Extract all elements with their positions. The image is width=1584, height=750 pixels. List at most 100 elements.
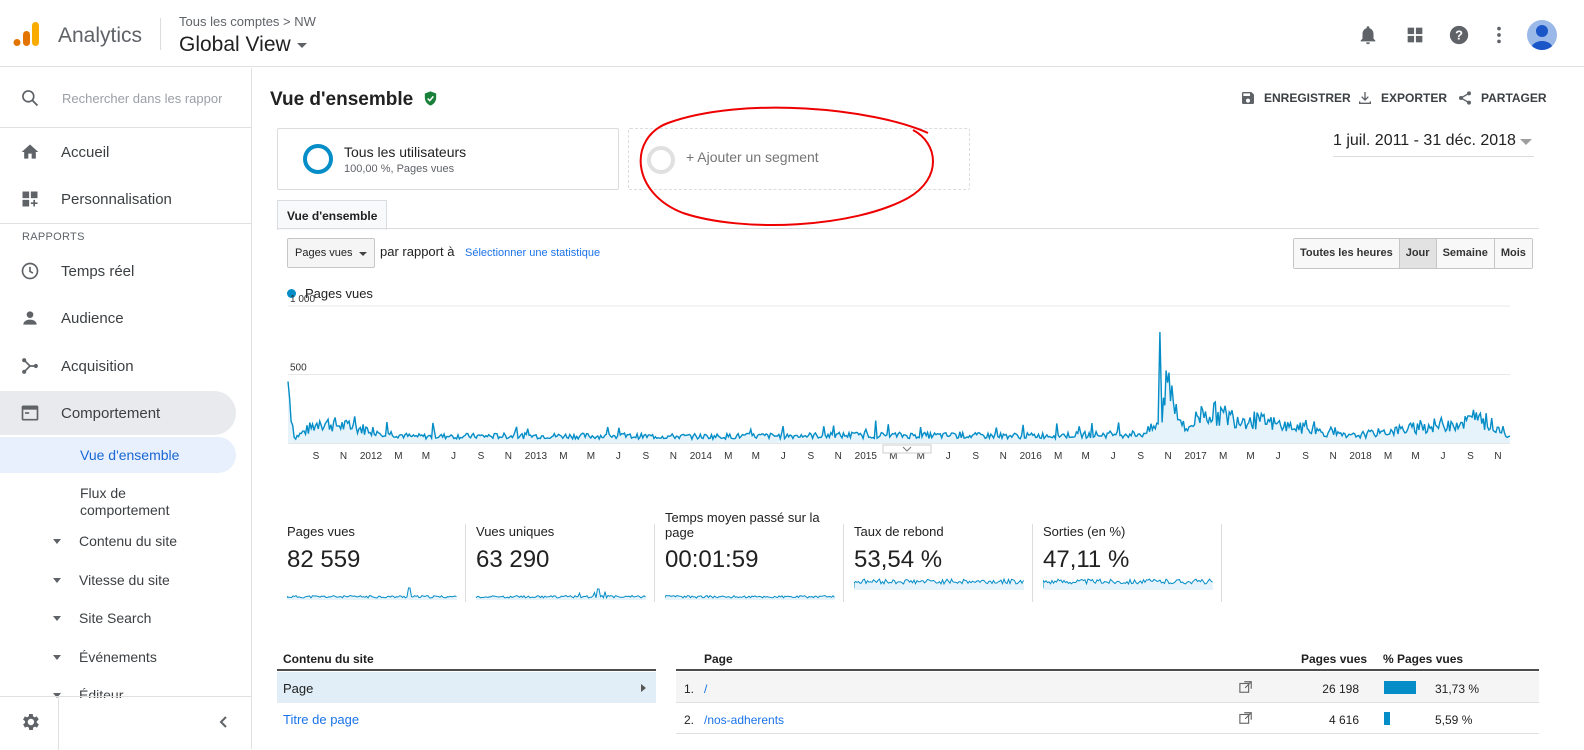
more-vert-icon[interactable] — [1488, 24, 1510, 46]
sidebar-expand-events[interactable]: Événements — [0, 646, 236, 672]
add-segment-button[interactable]: + Ajouter un segment — [628, 128, 970, 190]
table-row: 1. / 26 198 31,73 % — [676, 672, 1539, 703]
x-tick-label: N — [835, 451, 842, 462]
chart-collapse-handle[interactable] — [882, 444, 932, 454]
select-statistic-link[interactable]: Sélectionner une statistique — [465, 247, 601, 259]
report-search — [0, 68, 252, 128]
sidebar-item-acquisition[interactable]: Acquisition — [0, 344, 252, 388]
x-tick-label: 2016 — [1020, 451, 1043, 462]
divider — [843, 524, 844, 602]
sidebar-item-realtime[interactable]: Temps réel — [0, 249, 252, 293]
metric-select[interactable]: Pages vues — [287, 238, 375, 268]
sidebar-item-label: Accueil — [61, 144, 110, 161]
kpi-exit-rate[interactable]: Sorties (en %) 47,11 % — [1043, 524, 1223, 604]
x-tick-label: 2013 — [525, 451, 548, 462]
save-button[interactable]: ENREGISTRER — [1240, 90, 1351, 106]
x-tick-label: M — [587, 451, 595, 462]
divider — [1032, 524, 1033, 602]
granularity-week-button[interactable]: Semaine — [1436, 239, 1495, 268]
analytics-logo[interactable] — [12, 20, 40, 48]
x-tick-label: S — [1302, 451, 1309, 462]
help-icon[interactable]: ? — [1448, 24, 1470, 46]
left-table-row-page-title[interactable]: Titre de page — [283, 712, 360, 727]
table-rule — [277, 669, 656, 671]
pageviews-chart[interactable]: 1 000 500 S N 2012 M M J S N 2013 M M J S N 2014 M M J S N 201… — [253, 68, 1537, 478]
person-icon — [1531, 25, 1553, 50]
kpi-bounce-rate[interactable]: Taux de rebond 53,54 % — [854, 524, 1034, 604]
row-pageviews: 4 616 — [1328, 713, 1359, 727]
y-tick-label: 1 000 — [290, 294, 315, 305]
right-table-header-views[interactable]: Pages vues — [1301, 652, 1368, 666]
tab-overview[interactable]: Vue d'ensemble — [277, 200, 387, 230]
add-segment-label: + Ajouter un segment — [686, 149, 819, 165]
bell-icon[interactable] — [1357, 24, 1379, 46]
sidebar-subitem-overview[interactable]: Vue d'ensemble — [0, 437, 236, 473]
download-icon — [1359, 92, 1371, 104]
granularity-day-button[interactable]: Jour — [1399, 239, 1437, 268]
dashboard-add-icon — [22, 191, 38, 207]
sidebar-item-home[interactable]: Accueil — [0, 130, 252, 174]
triangle-down-icon — [53, 655, 61, 660]
gear-icon[interactable] — [19, 711, 41, 733]
kpi-value: 00:01:59 — [665, 546, 759, 573]
sidebar-expand-site-search[interactable]: Site Search — [0, 607, 236, 633]
apps-grid-icon[interactable] — [1404, 24, 1426, 46]
person-icon — [23, 311, 37, 325]
compare-text: par rapport à — [380, 244, 455, 259]
sidebar-item-customization[interactable]: Personnalisation — [0, 177, 252, 221]
segment-all-users[interactable]: Tous les utilisateurs 100,00 %, Pages vu… — [277, 128, 619, 190]
chart-legend[interactable]: Pages vues — [287, 286, 373, 301]
granularity-toggle: Toutes les heures Jour Semaine Mois — [1293, 238, 1533, 269]
sidebar-subitem-label: Flux de comportement — [80, 485, 170, 518]
granularity-hourly-button[interactable]: Toutes les heures — [1294, 239, 1400, 268]
sidebar-expand-site-content[interactable]: Contenu du site — [0, 530, 236, 556]
left-table-row-page[interactable]: Page — [277, 672, 656, 703]
x-tick-label: M — [917, 451, 925, 462]
account-avatar[interactable] — [1527, 20, 1557, 50]
sidebar-item-audience[interactable]: Audience — [0, 296, 252, 340]
row-page-link[interactable]: / — [704, 682, 708, 696]
search-icon — [22, 90, 39, 107]
date-range-text: 1 juil. 2011 - 31 déc. 2018 — [1333, 132, 1516, 149]
row-number: 2. — [684, 713, 695, 727]
empty-segment-ring-icon — [647, 146, 675, 174]
kpi-unique-pageviews[interactable]: Vues uniques 63 290 — [476, 524, 656, 604]
granularity-month-button[interactable]: Mois — [1494, 239, 1532, 268]
export-button[interactable]: EXPORTER — [1357, 90, 1447, 106]
x-tick-label: N — [1165, 451, 1172, 462]
segment-name: Tous les utilisateurs — [344, 144, 467, 160]
row-pct: 5,59 % — [1435, 713, 1473, 727]
sidebar-subitem-behavior-flow[interactable]: Flux de comportement — [0, 485, 236, 521]
open-page-icon[interactable] — [1239, 680, 1253, 694]
sidebar-subitem-label: Contenu du site — [79, 533, 178, 549]
kpi-value: 82 559 — [287, 546, 361, 573]
right-table-header-pct: % Pages vues — [1383, 652, 1464, 666]
open-page-icon[interactable] — [1239, 711, 1253, 725]
page-title: Vue d'ensemble — [270, 89, 439, 111]
share-icon — [1459, 91, 1471, 105]
sidebar-item-behavior[interactable]: Comportement — [0, 391, 236, 435]
date-range-picker[interactable]: 1 juil. 2011 - 31 déc. 2018 — [1333, 132, 1534, 157]
view-selector[interactable]: Global View — [179, 33, 307, 57]
x-tick-label: N — [1000, 451, 1007, 462]
chart-area-fill — [288, 332, 1510, 443]
sidebar-expand-publisher[interactable]: Éditeur — [0, 684, 236, 698]
x-tick-label: M — [1246, 451, 1254, 462]
sidebar-subitem-label: Événements — [79, 649, 157, 665]
kpi-sparkline — [476, 588, 646, 600]
segment-detail: 100,00 %, Pages vues — [344, 163, 455, 175]
kpi-pageviews[interactable]: Pages vues 82 559 — [287, 524, 467, 604]
share-button[interactable]: PARTAGER — [1457, 90, 1547, 106]
kpi-avg-time[interactable]: Temps moyen passé sur la page 00:01:59 — [665, 510, 845, 604]
page-title-text: Vue d'ensemble — [270, 89, 414, 110]
search-input[interactable] — [62, 88, 222, 108]
breadcrumb[interactable]: Tous les comptes > NW — [179, 14, 316, 29]
x-tick-label: N — [1329, 451, 1336, 462]
sidebar-expand-site-speed[interactable]: Vitesse du site — [0, 569, 236, 595]
sparkline-fill — [854, 579, 1024, 590]
collapse-chevron-left-icon[interactable] — [216, 714, 232, 730]
triangle-down-icon — [53, 578, 61, 583]
row-page-link[interactable]: /nos-adherents — [704, 713, 785, 727]
chevron-down-icon — [296, 42, 307, 48]
x-tick-label: S — [643, 451, 650, 462]
